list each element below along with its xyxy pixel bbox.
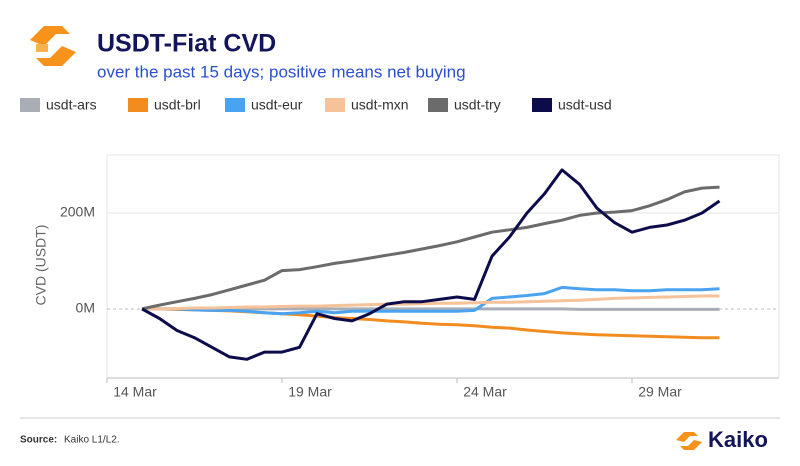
legend-label: usdt-mxn (351, 97, 409, 113)
series-line (141, 168, 721, 361)
y-tick-label: 200M (60, 204, 95, 220)
legend-label: usdt-try (454, 97, 501, 113)
legend-swatch (225, 98, 245, 112)
legend-label: usdt-eur (251, 97, 303, 113)
y-tick-label: 0M (76, 300, 95, 316)
legend-label: usdt-usd (558, 97, 612, 113)
x-tick-label: 24 Mar (463, 384, 507, 400)
legend-swatch (428, 98, 448, 112)
chart-title: USDT-Fiat CVD (97, 30, 276, 58)
y-axis-label: CVD (USDT) (33, 225, 49, 306)
x-tick-label: 29 Mar (638, 384, 682, 400)
series-line (142, 294, 720, 311)
source-label: Source: (20, 435, 57, 446)
legend-swatch (532, 98, 552, 112)
x-tick-label: 19 Mar (288, 384, 332, 400)
series-line (142, 285, 720, 316)
brand-name: Kaiko (708, 427, 768, 452)
legend-swatch (128, 98, 148, 112)
logo (30, 26, 76, 66)
brand-logo (676, 432, 702, 450)
legend-label: usdt-ars (46, 97, 97, 113)
source-text: Kaiko L1/L2. (64, 435, 120, 446)
legend-label: usdt-brl (154, 97, 201, 113)
series-line (141, 185, 720, 311)
legend-swatch (325, 98, 345, 112)
series-line (142, 307, 720, 311)
series-line (142, 307, 720, 340)
legend-swatch (20, 98, 40, 112)
x-tick-label: 14 Mar (113, 384, 157, 400)
chart-subtitle: over the past 15 days; positive means ne… (97, 62, 466, 81)
